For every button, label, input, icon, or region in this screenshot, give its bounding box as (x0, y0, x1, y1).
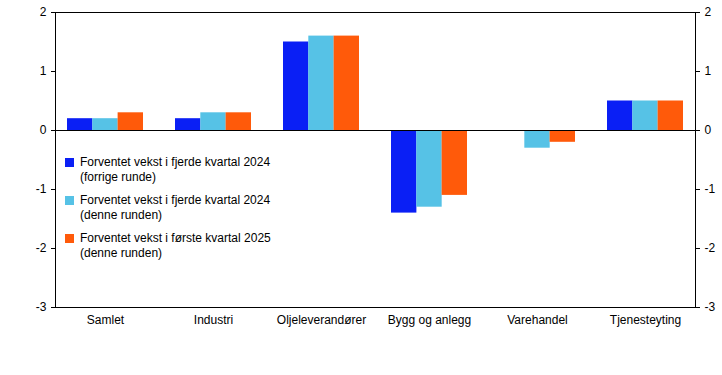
html-text:(forrige runde): (forrige runde) (80, 170, 156, 184)
svg-text:1: 1 (705, 64, 712, 78)
svg-text:2: 2 (40, 5, 47, 19)
svg-text:Industri: Industri (194, 313, 233, 327)
html-text:(denne runden): (denne runden) (80, 246, 163, 260)
html-text:Forventet vekst i fjerde kvart: Forventet vekst i fjerde kvartal 2024 (80, 193, 271, 207)
html-text:Forventet vekst i fjerde kvart: Forventet vekst i fjerde kvartal 2024 (80, 155, 271, 169)
svg-text:-3: -3 (36, 300, 47, 314)
html-text:(denne runden): (denne runden) (80, 208, 163, 222)
svg-text:-1: -1 (36, 182, 47, 196)
svg-text:Tjenesteyting: Tjenesteyting (610, 313, 681, 327)
svg-text:Oljeleverandører: Oljeleverandører (277, 313, 366, 327)
svg-text:-2: -2 (36, 241, 47, 255)
svg-text:-1: -1 (705, 182, 716, 196)
svg-text:Varehandel: Varehandel (507, 313, 568, 327)
svg-text:-3: -3 (705, 300, 716, 314)
svg-text:2: 2 (705, 5, 712, 19)
svg-text:-2: -2 (705, 241, 716, 255)
svg-text:Samlet: Samlet (87, 313, 125, 327)
svg-text:0: 0 (40, 123, 47, 137)
html-text:Forventet vekst i første kvart: Forventet vekst i første kvartal 2025 (80, 231, 271, 245)
svg-text:0: 0 (705, 123, 712, 137)
svg-text:1: 1 (40, 64, 47, 78)
svg-text:Bygg og anlegg: Bygg og anlegg (388, 313, 471, 327)
